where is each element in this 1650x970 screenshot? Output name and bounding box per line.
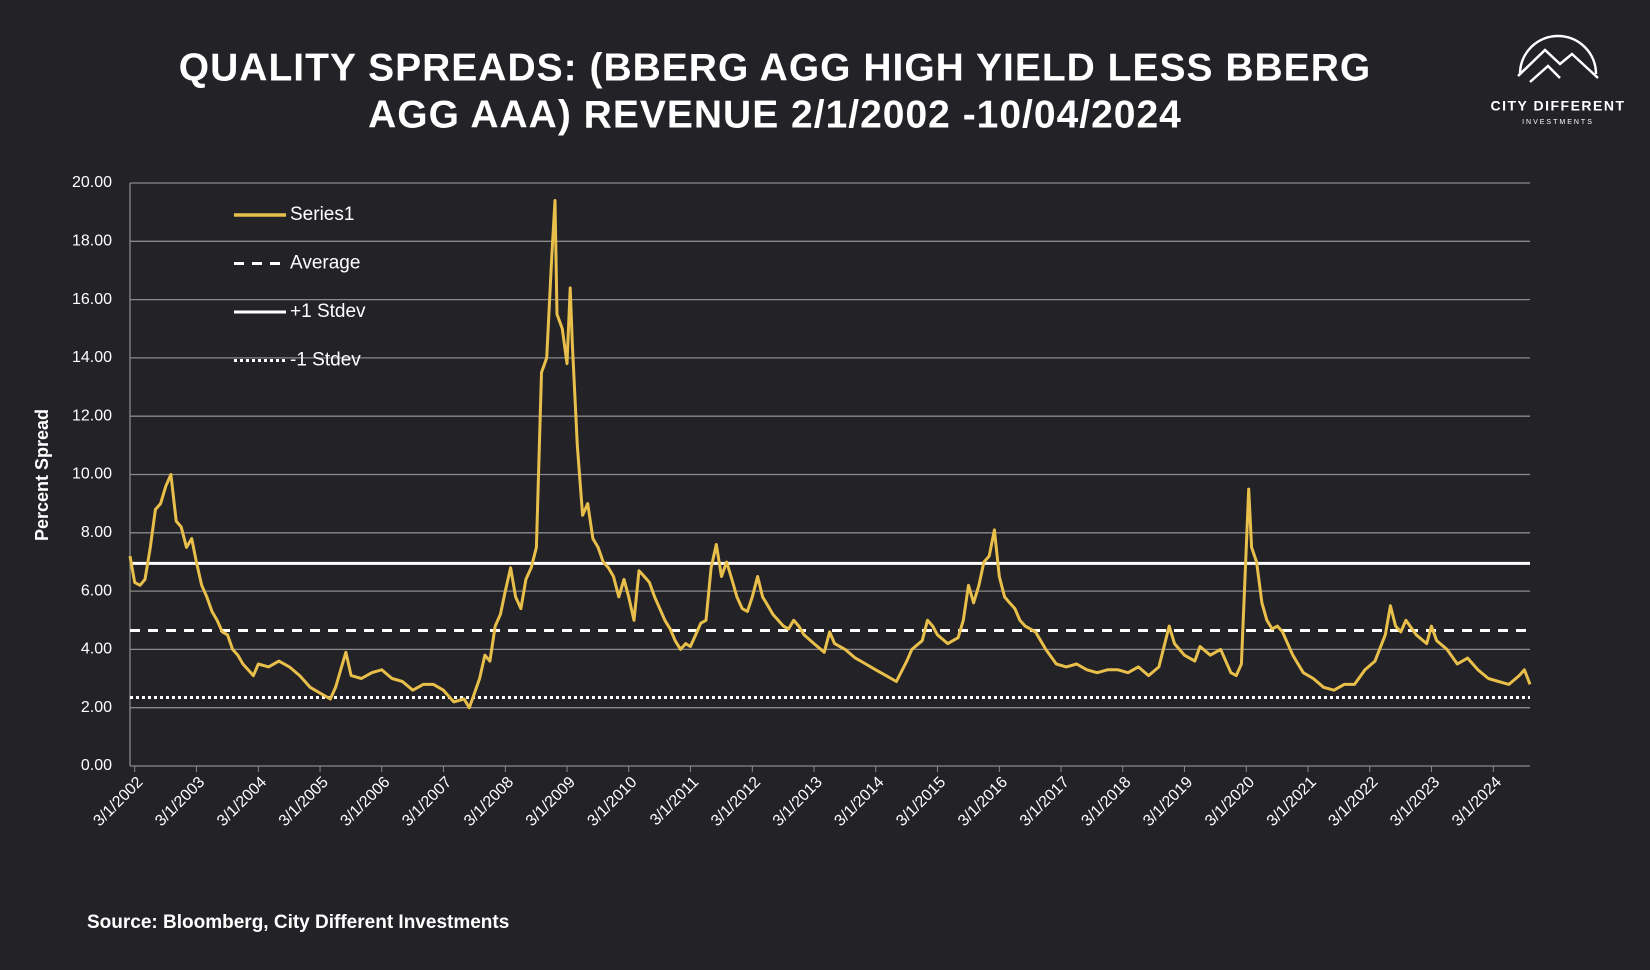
source: Source: Bloomberg, City Different Invest… — [87, 912, 509, 933]
logo-name: CITY DIFFERENT — [1490, 98, 1625, 114]
logo-sub: INVESTMENTS — [1522, 119, 1594, 126]
y-tick-label: 20.00 — [72, 174, 112, 191]
chart-title: QUALITY SPREADS: (BBERG AGG HIGH YIELD L… — [179, 46, 1371, 89]
y-tick-label: 2.00 — [81, 699, 112, 716]
legend-label: +1 Stdev — [290, 301, 366, 322]
y-tick-label: 14.00 — [72, 349, 112, 366]
y-axis-label: Percent Spread — [32, 409, 52, 541]
y-tick-label: 16.00 — [72, 291, 112, 308]
legend-label: Series1 — [290, 204, 354, 225]
y-tick-label: 0.00 — [81, 757, 112, 774]
legend-label: Average — [290, 253, 360, 274]
logo-icon — [1517, 34, 1599, 83]
y-tick-label: 12.00 — [72, 407, 112, 424]
legend-label: -1 Stdev — [290, 350, 361, 371]
y-tick-label: 6.00 — [81, 582, 112, 599]
y-tick-label: 8.00 — [81, 524, 112, 541]
y-tick-label: 10.00 — [72, 466, 112, 483]
y-tick-label: 18.00 — [72, 233, 112, 250]
y-tick-label: 4.00 — [81, 641, 112, 658]
chart-title: AGG AAA) REVENUE 2/1/2002 -10/04/2024 — [368, 93, 1182, 136]
series-line — [128, 199, 1532, 710]
